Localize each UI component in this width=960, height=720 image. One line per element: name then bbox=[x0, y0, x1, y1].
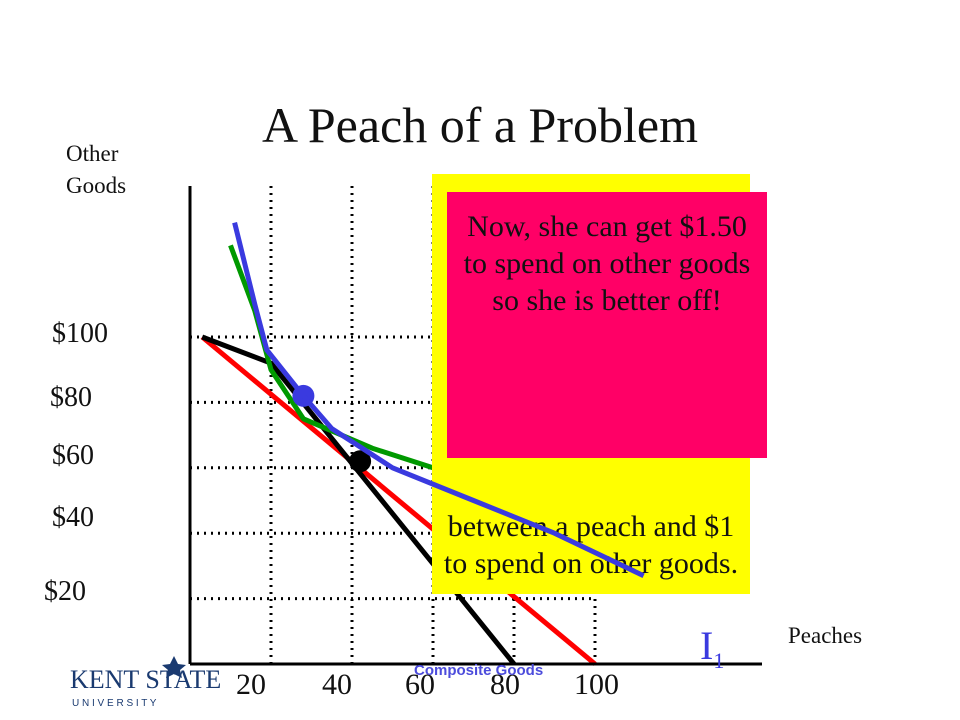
y-tick-label: $20 bbox=[44, 576, 86, 607]
x-tick-label: 60 bbox=[405, 668, 435, 701]
data-point-blue bbox=[292, 384, 315, 407]
logo-wordmark: KENT STATE bbox=[70, 665, 221, 694]
curve-label: I1 bbox=[700, 622, 724, 674]
x-tick-label: 100 bbox=[574, 668, 619, 701]
kent-state-logo: KENT STATE U N I V E R S I T Y bbox=[70, 656, 221, 709]
y-tick-label: $100 bbox=[52, 318, 108, 349]
y-tick-label: $40 bbox=[52, 502, 94, 533]
pink-callout: Now, she can get $1.50 to spend on other… bbox=[447, 192, 767, 458]
x-tick-label: 40 bbox=[322, 668, 352, 701]
curve-label-subscript: 1 bbox=[713, 648, 725, 673]
footer-label: Composite Goods bbox=[414, 662, 544, 679]
y-tick-label: $60 bbox=[52, 440, 94, 471]
logo-university: U N I V E R S I T Y bbox=[72, 698, 157, 709]
page-title: A Peach of a Problem bbox=[261, 97, 698, 153]
x-axis-caption: Peaches bbox=[788, 623, 863, 648]
y-tick-label: $80 bbox=[50, 382, 92, 413]
x-tick-label: 20 bbox=[236, 668, 266, 701]
data-point-black bbox=[349, 450, 372, 473]
curve-label-letter: I bbox=[700, 623, 714, 668]
x-tick-label: 80 bbox=[490, 668, 520, 701]
yellow-callout-text: between a peach and $1 to spend on other… bbox=[443, 510, 739, 580]
y-axis-caption: Other Goods bbox=[66, 141, 127, 199]
